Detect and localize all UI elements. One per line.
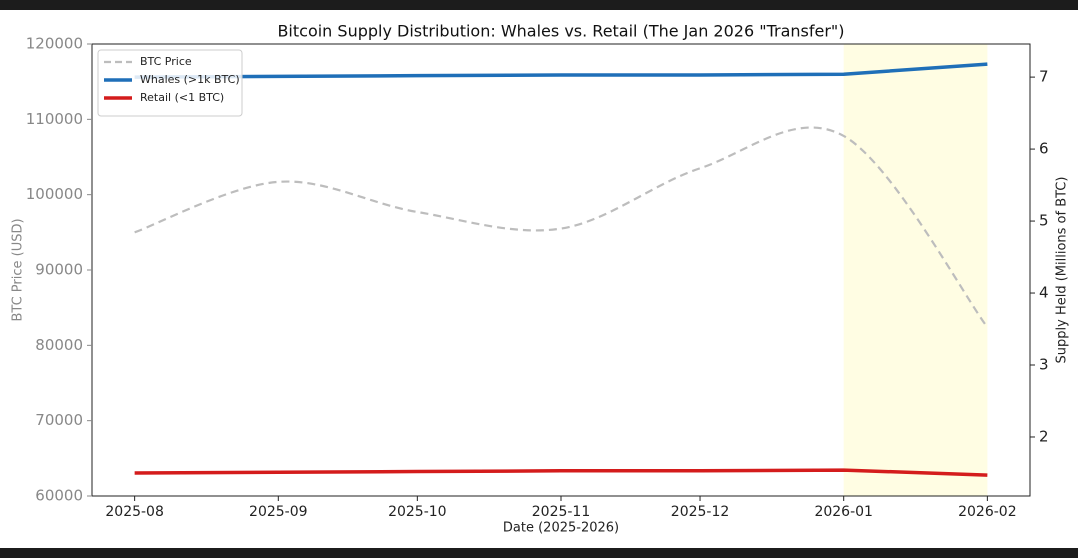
- x-tick-label: 2025-11: [532, 504, 591, 520]
- x-axis-label: Date (2025-2026): [503, 521, 619, 536]
- x-tick-label: 2025-12: [671, 504, 730, 520]
- x-tick-label: 2025-10: [388, 504, 447, 520]
- y-tick-label: 100000: [26, 185, 83, 203]
- y2-tick-label: 4: [1039, 284, 1049, 302]
- y-tick-label: 90000: [35, 261, 83, 279]
- legend-box: [97, 49, 243, 117]
- y-tick-label: 70000: [35, 411, 83, 429]
- series-line: [134, 62, 988, 79]
- legend-label: Whales (>1k BTC): [140, 73, 240, 86]
- y-tick-label: 60000: [35, 487, 83, 505]
- y2-tick-label: 5: [1039, 212, 1049, 230]
- top-bar: [0, 0, 1078, 10]
- x-tick-label: 2026-01: [814, 504, 873, 520]
- y2-tick-label: 6: [1039, 140, 1049, 158]
- y-tick-label: 120000: [26, 35, 83, 53]
- highlight-band: [843, 44, 988, 496]
- y2-tick-label: 2: [1039, 427, 1049, 445]
- legend-label: Retail (<1 BTC): [140, 91, 224, 104]
- y-tick-label: 110000: [26, 110, 83, 128]
- y2-tick-label: 7: [1039, 68, 1049, 86]
- y-tick-label: 80000: [35, 336, 83, 354]
- plot-area: [134, 44, 989, 496]
- x-tick-label: 2026-02: [958, 504, 1017, 520]
- x-tick-label: 2025-08: [105, 504, 164, 520]
- legend-label: BTC Price: [140, 55, 192, 68]
- series-line: [134, 468, 988, 477]
- bottom-bar: [0, 548, 1078, 558]
- series-line: [134, 126, 989, 328]
- y-axis-label: BTC Price (USD): [11, 218, 26, 321]
- y2-axis-label: Supply Held (Millions of BTC): [1055, 177, 1070, 364]
- chart-title: Bitcoin Supply Distribution: Whales vs. …: [277, 22, 844, 41]
- x-tick-label: 2025-09: [249, 504, 308, 520]
- y2-tick-label: 3: [1039, 356, 1049, 374]
